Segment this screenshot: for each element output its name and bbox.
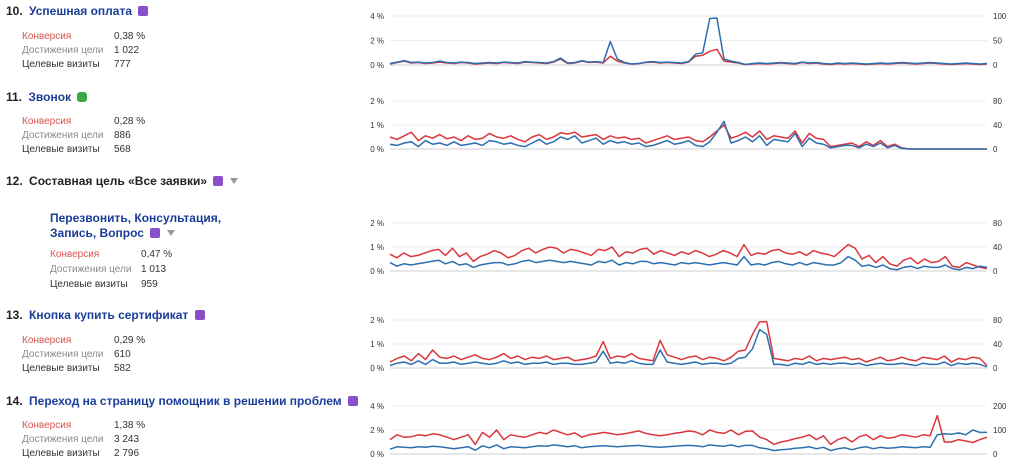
series-line: [389, 255, 988, 271]
goal-type-icon: [138, 6, 149, 16]
left-axis-tick-label: 0 %: [370, 267, 384, 276]
right-axis-tick-label: 0: [993, 450, 998, 459]
conversion-label: Конверсия: [22, 31, 72, 42]
achievements-value: 886: [114, 130, 131, 141]
left-axis-tick-label: 0 %: [370, 450, 384, 459]
conversion-value: 0,29 %: [114, 335, 146, 346]
right-axis-tick-label: 0: [993, 267, 998, 276]
series-line: [389, 328, 988, 368]
goal-link[interactable]: Успешная оплата: [29, 4, 133, 18]
goal-number: 14.: [6, 394, 23, 408]
right-axis-tick-label: 80: [993, 219, 1002, 228]
filter-icon[interactable]: [229, 178, 238, 184]
goal-title: 11. Звонок: [6, 90, 88, 104]
goal-link[interactable]: Кнопка купить сертификат: [29, 308, 189, 322]
goal-number: 13.: [6, 308, 23, 322]
achievements-label: Достижения цели: [22, 434, 104, 445]
series-line: [389, 321, 988, 367]
right-axis-tick-label: 100: [993, 426, 1007, 435]
left-axis-tick-label: 2 %: [370, 426, 384, 435]
goal-link[interactable]: Звонок: [28, 90, 72, 104]
right-axis-tick-label: 80: [993, 316, 1002, 325]
goal-link[interactable]: Переход на страницу помощник в решении п…: [29, 394, 342, 408]
visits-value: 568: [114, 144, 131, 155]
goal-number: 12.: [6, 174, 23, 188]
achievements-value: 1 013: [141, 264, 167, 275]
right-axis-tick-label: 80: [993, 97, 1002, 106]
left-axis-tick-label: 2 %: [370, 37, 384, 46]
series-line: [389, 243, 988, 270]
composite-goal-name: Составная цель «Все заявки»: [29, 174, 208, 188]
achievements-value: 3 243: [114, 434, 140, 445]
right-axis-tick-label: 100: [993, 12, 1007, 21]
left-axis-tick-label: 2 %: [370, 219, 384, 228]
left-axis-tick-label: 0 %: [370, 364, 384, 373]
conversion-value: 0,38 %: [114, 31, 146, 42]
conversion-label: Конверсия: [22, 335, 72, 346]
achievements-label: Достижения цели: [22, 349, 104, 360]
goal-title: 14. Переход на страницу помощник в решен…: [6, 394, 359, 408]
series-line: [389, 124, 987, 150]
left-axis-tick-label: 4 %: [370, 12, 384, 21]
conversion-value: 0,28 %: [114, 116, 146, 127]
goal-number: 10.: [6, 4, 23, 18]
left-axis-tick-label: 2 %: [370, 316, 384, 325]
achievements-label: Достижения цели: [22, 45, 104, 56]
goal-type-icon: [194, 310, 205, 320]
goal-title: 13. Кнопка купить сертификат: [6, 308, 205, 322]
left-axis-tick-label: 1 %: [370, 340, 384, 349]
composite-goal-icon: [213, 176, 224, 186]
visits-label: Целевые визиты: [50, 279, 128, 290]
goal-type-icon: [348, 396, 359, 406]
visits-label: Целевые визиты: [22, 59, 100, 70]
right-axis-tick-label: 50: [993, 37, 1002, 46]
right-axis-tick-label: 0: [993, 145, 998, 154]
conversion-value: 0,47 %: [141, 249, 173, 260]
conversion-value: 1,38 %: [114, 420, 146, 431]
visits-value: 582: [114, 363, 131, 374]
goal-number: 11.: [6, 90, 23, 104]
right-axis-tick-label: 40: [993, 121, 1002, 130]
visits-value: 2 796: [114, 448, 140, 459]
goal-title: 10. Успешная оплата: [6, 4, 149, 18]
composite-subgoals: Перезвонить, Консультация, Запись, Вопро…: [50, 211, 250, 241]
conversion-label: Конверсия: [50, 249, 100, 260]
series-line: [389, 429, 987, 452]
phone-icon: [77, 92, 88, 102]
right-axis-tick-label: 0: [993, 61, 998, 70]
visits-value: 959: [141, 279, 158, 290]
conversion-label: Конверсия: [22, 116, 72, 127]
visits-label: Целевые визиты: [22, 144, 100, 155]
left-axis-tick-label: 4 %: [370, 402, 384, 411]
achievements-value: 1 022: [114, 45, 140, 56]
achievements-value: 610: [114, 349, 131, 360]
visits-value: 777: [114, 59, 131, 70]
left-axis-tick-label: 1 %: [370, 121, 384, 130]
right-axis-tick-label: 40: [993, 340, 1002, 349]
left-axis-tick-label: 0 %: [370, 61, 384, 70]
right-axis-tick-label: 40: [993, 243, 1002, 252]
achievements-label: Достижения цели: [50, 264, 132, 275]
left-axis-tick-label: 0 %: [370, 145, 384, 154]
goal-title: 12. Составная цель «Все заявки»: [6, 174, 238, 188]
conversion-label: Конверсия: [22, 420, 72, 431]
right-axis-tick-label: 0: [993, 364, 998, 373]
left-axis-tick-label: 1 %: [370, 243, 384, 252]
subgoal-icon: [150, 228, 161, 238]
left-axis-tick-label: 2 %: [370, 97, 384, 106]
series-line: [389, 120, 987, 150]
filter-icon[interactable]: [166, 230, 175, 236]
series-line: [389, 17, 988, 66]
series-line: [389, 414, 988, 446]
right-axis-tick-label: 200: [993, 402, 1007, 411]
subgoal-link[interactable]: Перезвонить, Консультация, Запись, Вопро…: [50, 211, 222, 240]
visits-label: Целевые визиты: [22, 363, 100, 374]
achievements-label: Достижения цели: [22, 130, 104, 141]
visits-label: Целевые визиты: [22, 448, 100, 459]
